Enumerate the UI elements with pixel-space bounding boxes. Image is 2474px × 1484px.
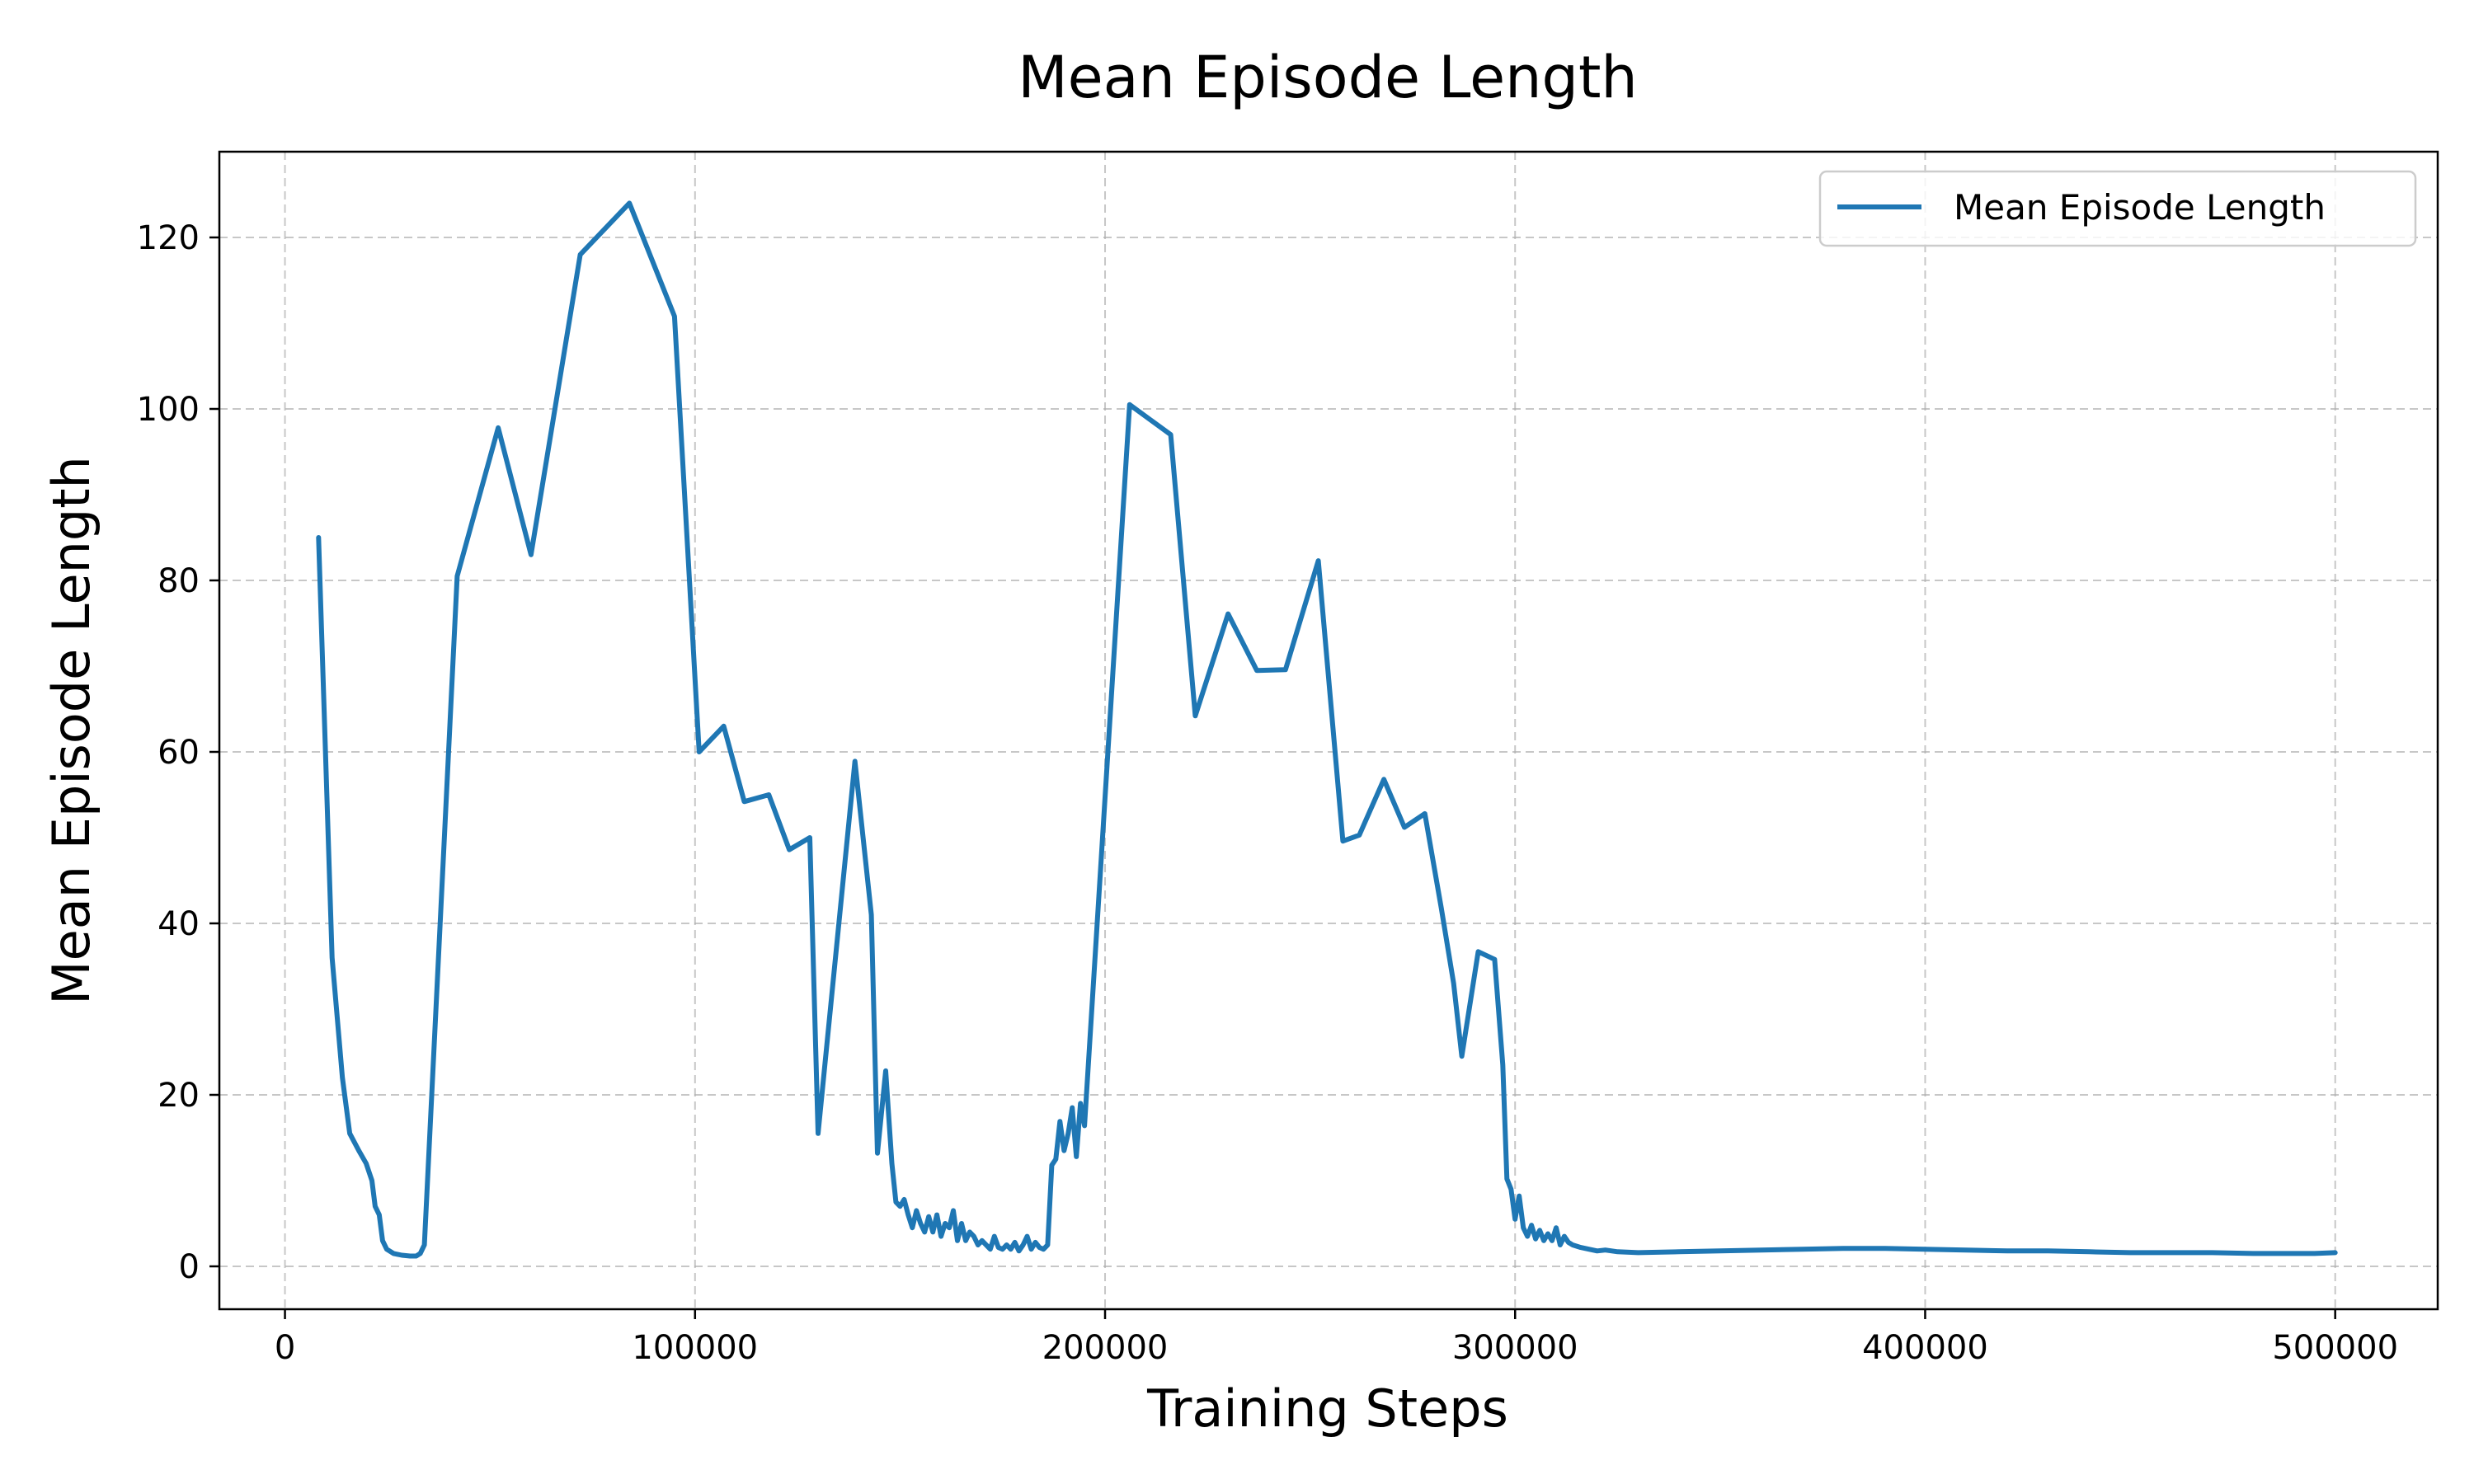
y-tick-label: 0 <box>179 1248 200 1286</box>
x-tick-label: 200000 <box>1042 1329 1169 1367</box>
series-layer <box>316 200 2338 1259</box>
y-tick-label: 80 <box>158 562 200 600</box>
x-tick-label: 300000 <box>1452 1329 1578 1367</box>
y-tick-label: 60 <box>158 734 200 772</box>
x-tick-label: 100000 <box>632 1329 758 1367</box>
legend-box <box>1818 170 2417 247</box>
plot-frame <box>218 150 2439 1311</box>
ticks: 0 100000 200000 300000 400000 500000 0 20 40 60 80… <box>137 219 2398 1367</box>
y-tick-label: 20 <box>158 1077 200 1115</box>
y-tick-label: 100 <box>137 391 200 429</box>
x-tick-label: 400000 <box>1862 1329 1988 1367</box>
y-tick-label: 120 <box>137 219 200 257</box>
y-axis-title: Mean Episode Length <box>41 456 101 1005</box>
x-tick-label: 0 <box>275 1329 295 1367</box>
legend-label: Mean Episode Length <box>1954 187 2326 228</box>
series-line <box>316 200 2338 1259</box>
grid <box>219 152 2438 1309</box>
chart-title: Mean Episode Length <box>1018 44 1638 111</box>
x-axis-title: Training Steps <box>1146 1378 1508 1439</box>
y-tick-label: 40 <box>158 905 200 943</box>
legend: Mean Episode Length <box>1818 170 2417 247</box>
x-tick-label: 500000 <box>2272 1329 2398 1367</box>
